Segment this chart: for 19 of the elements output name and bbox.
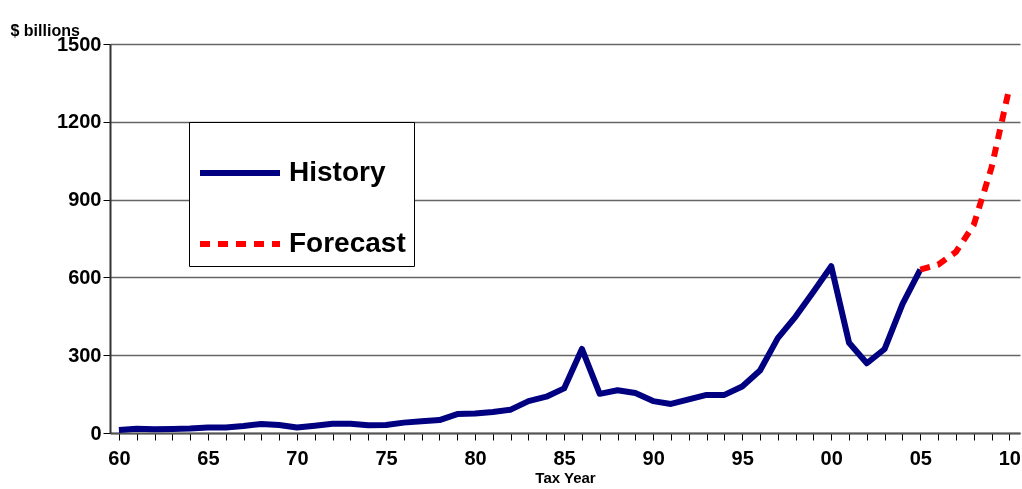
x-tick-label: 65 xyxy=(197,446,220,469)
x-tick-label: 70 xyxy=(286,446,309,469)
y-tick-label: 900 xyxy=(68,188,102,211)
x-tick-label: 85 xyxy=(553,446,576,469)
x-tick-label: 10 xyxy=(998,446,1021,469)
x-tick-label: 60 xyxy=(108,446,131,469)
x-tick-label: 05 xyxy=(909,446,932,469)
y-tick-label: 600 xyxy=(68,265,102,288)
x-tick-label: 95 xyxy=(731,446,754,469)
x-tick-label: 80 xyxy=(464,446,487,469)
x-axis-title: Tax Year xyxy=(535,468,596,486)
x-tick-label: 00 xyxy=(820,446,843,469)
y-tick-label: 0 xyxy=(90,421,102,444)
y-tick-label: 1200 xyxy=(57,110,102,133)
x-tick-label: 90 xyxy=(642,446,665,469)
x-tick-label: 75 xyxy=(375,446,398,469)
legend-label: Forecast xyxy=(289,227,406,258)
legend-label: History xyxy=(289,156,386,187)
y-tick-label: 300 xyxy=(68,343,102,366)
